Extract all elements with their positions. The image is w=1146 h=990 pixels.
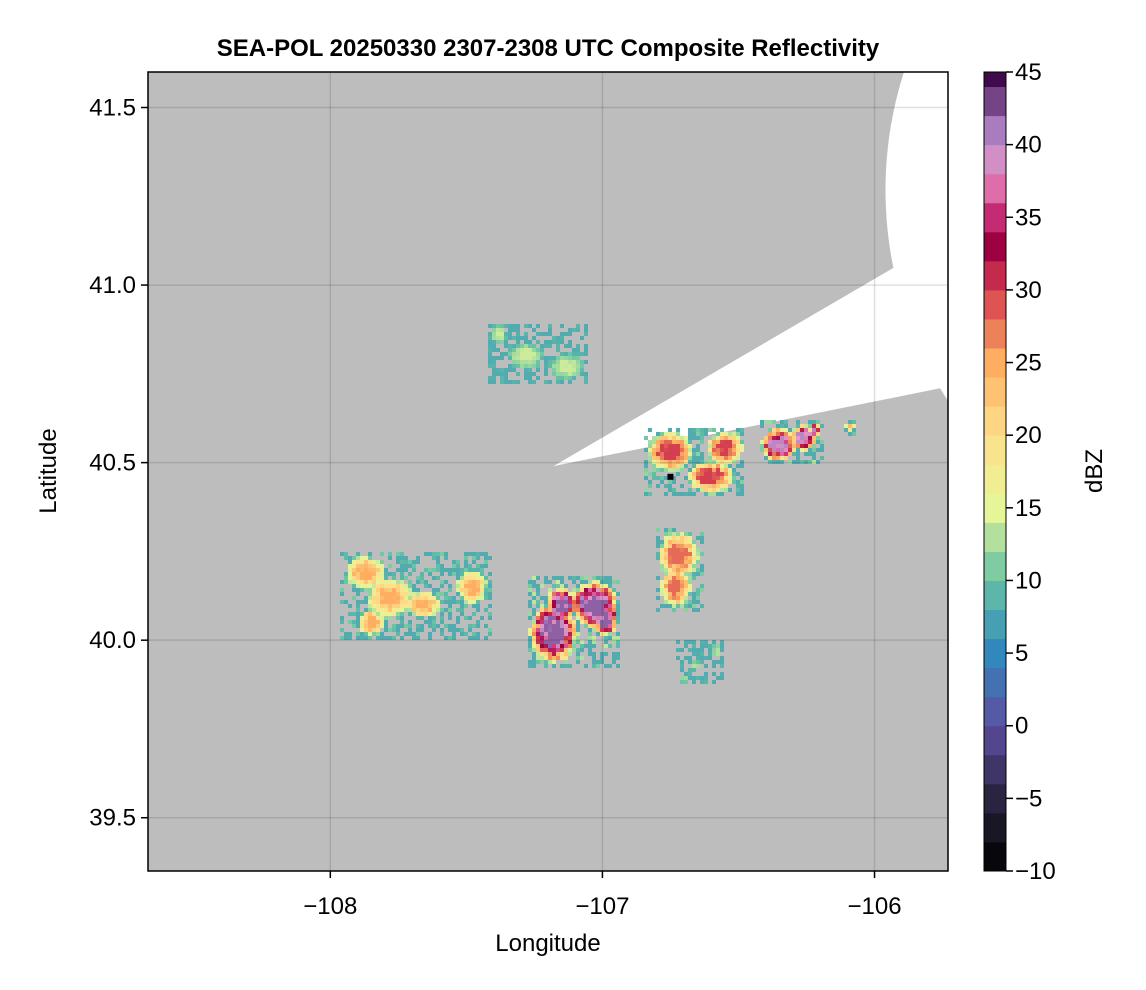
colorbar-bin: [984, 348, 1006, 378]
y-tick-label: 40.0: [89, 627, 136, 654]
echo-far-east-complex: [760, 420, 824, 464]
echo-isolated-east-cell: [844, 420, 856, 436]
colorbar-label: dBZ: [1081, 449, 1108, 493]
y-tick-label: 39.5: [89, 805, 136, 832]
colorbar-bin: [984, 115, 1006, 146]
echo-northeast-complex: [644, 428, 744, 496]
colorbar-tick-label: 20: [1015, 422, 1042, 449]
echo-western-complex: [340, 552, 492, 640]
colorbar-tick-label: 25: [1015, 350, 1042, 377]
colorbar-tick-label: 15: [1015, 495, 1042, 522]
colorbar-tick-label: 5: [1015, 640, 1028, 667]
colorbar-gradient: [984, 72, 1006, 872]
colorbar-bin: [984, 580, 1006, 611]
radar-site-marker: [667, 473, 674, 480]
colorbar-bin: [984, 551, 1006, 581]
grid-lines: [148, 72, 948, 871]
colorbar-bin: [984, 725, 1006, 756]
colorbar-tick-label: 35: [1015, 204, 1042, 231]
x-tick-label: −106: [847, 893, 901, 920]
colorbar-bin: [984, 609, 1006, 640]
colorbar-bin: [984, 144, 1006, 175]
colorbar-tick-label: 0: [1015, 713, 1028, 740]
colorbar-bin: [984, 406, 1006, 436]
colorbar-bin: [984, 667, 1006, 698]
colorbar-tick-label: 30: [1015, 277, 1042, 304]
colorbar-bin: [984, 231, 1006, 262]
y-tick-label: 40.5: [89, 450, 136, 477]
y-tick-label: 41.0: [89, 272, 136, 299]
plot-frame: [147, 71, 949, 872]
colorbar-bin: [984, 86, 1006, 117]
colorbar-bin: [984, 202, 1006, 233]
plot-background: [148, 72, 948, 871]
colorbar-bin: [984, 638, 1006, 669]
x-axis-label: Longitude: [495, 930, 600, 957]
x-tick-label: −107: [575, 893, 629, 920]
colorbar-tick-label: −10: [1015, 858, 1056, 885]
colorbar-bin: [984, 318, 1006, 349]
colorbar-bin: [984, 72, 1006, 88]
colorbar-frame: [983, 71, 1007, 872]
reflectivity-echoes: [340, 324, 856, 684]
colorbar-bin: [984, 289, 1006, 320]
colorbar-bin: [984, 435, 1006, 465]
colorbar-bin: [984, 522, 1006, 552]
colorbar-ticks: −10 −5 0 5 10 15 20 25 30 35 40 45: [1006, 59, 1056, 885]
y-tick-label: 41.5: [89, 95, 136, 122]
colorbar-tick-label: 40: [1015, 132, 1042, 159]
chart-title: SEA-POL 20250330 2307-2308 UTC Composite…: [217, 35, 880, 62]
x-axis-ticks: −108 −107 −106: [303, 871, 902, 920]
y-axis-label: Latitude: [35, 428, 62, 513]
colorbar-tick-label: −5: [1015, 785, 1042, 812]
colorbar-bin: [984, 173, 1006, 204]
echo-eastern-cell: [656, 528, 704, 612]
echo-southeast-fragments: [676, 640, 724, 684]
echo-central-south-storm: [528, 576, 620, 668]
echo-north-band: [488, 324, 588, 384]
radar-coverage-area: [553, 72, 948, 467]
colorbar-bin: [984, 377, 1006, 407]
colorbar-bin: [984, 841, 1006, 872]
colorbar-bin: [984, 783, 1006, 814]
y-axis-ticks: 39.5 40.0 40.5 41.0 41.5: [89, 95, 148, 832]
colorbar-tick-label: 45: [1015, 59, 1042, 86]
plot-area: −108 −107 −106 39.5 40.0 40.5 41.0 41.5: [89, 71, 949, 920]
colorbar-bin: [984, 464, 1006, 494]
colorbar-bin: [984, 812, 1006, 843]
colorbar-tick-label: 10: [1015, 567, 1042, 594]
colorbar-bin: [984, 696, 1006, 727]
colorbar-bin: [984, 493, 1006, 523]
colorbar-bin: [984, 754, 1006, 785]
colorbar-bin: [984, 260, 1006, 291]
x-tick-label: −108: [303, 893, 357, 920]
colorbar: −10 −5 0 5 10 15 20 25 30 35 40 45: [983, 59, 1056, 885]
